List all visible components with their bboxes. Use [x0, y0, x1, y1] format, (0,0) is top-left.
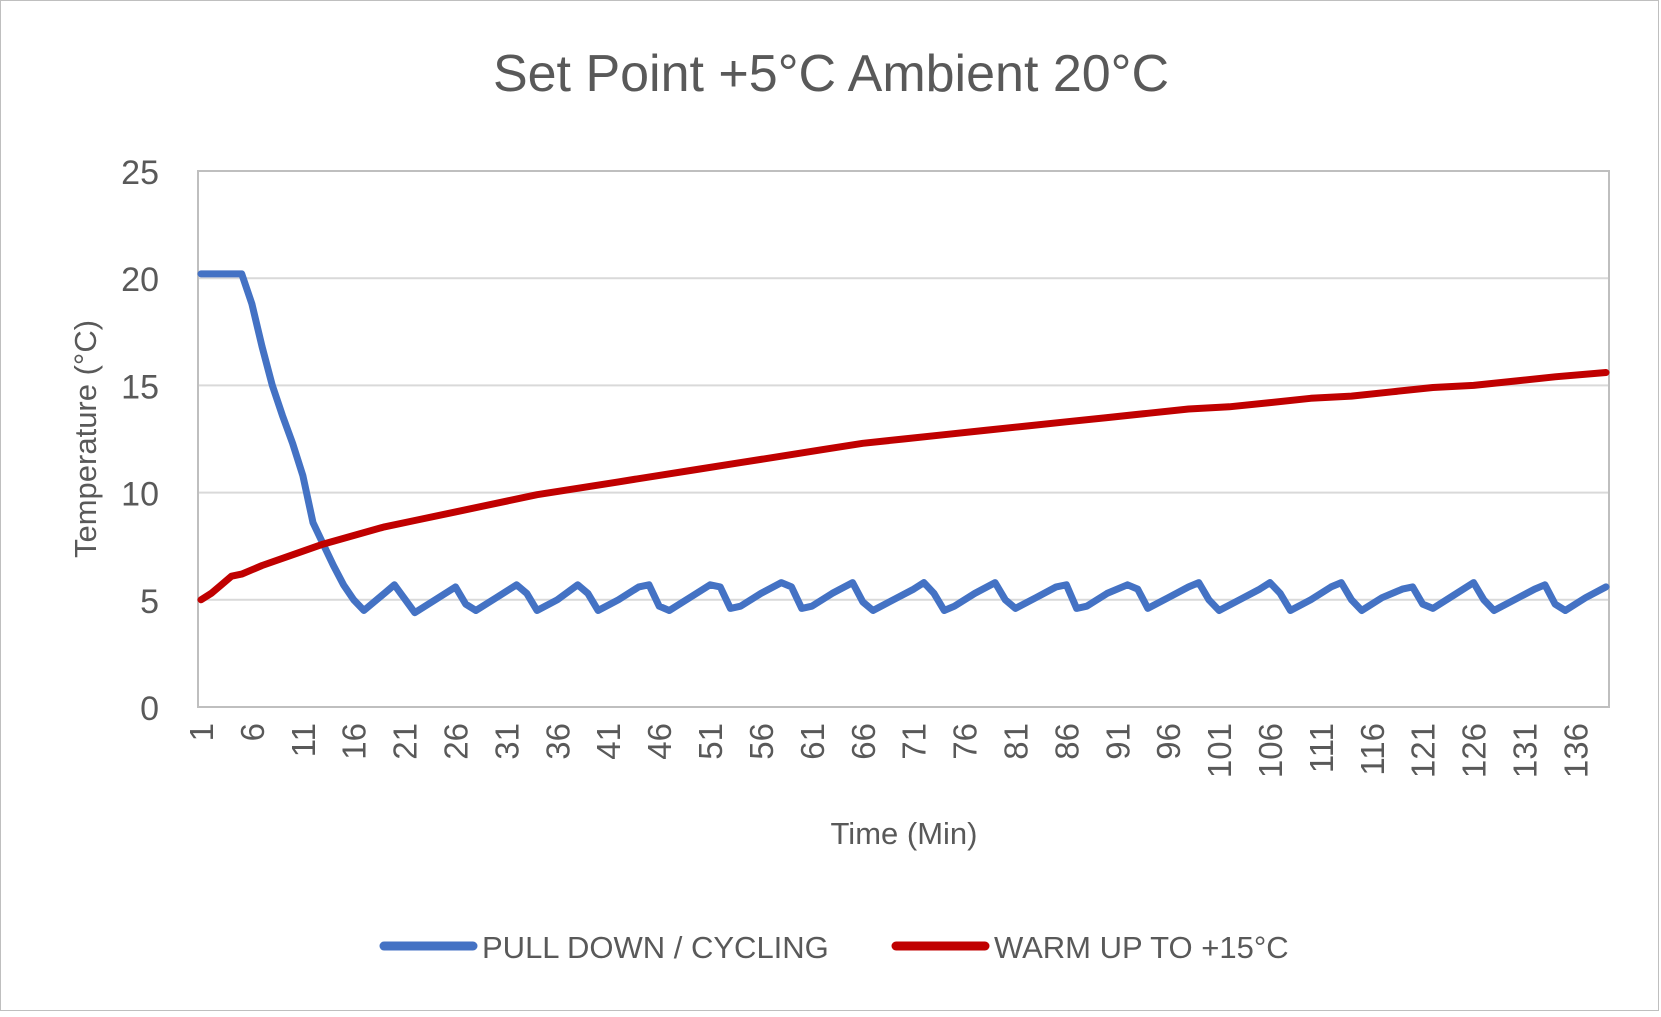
x-tick-label: 136 — [1557, 723, 1594, 778]
x-tick-label: 46 — [641, 723, 678, 760]
x-tick-label: 16 — [336, 723, 373, 760]
x-tick-label: 111 — [1303, 723, 1340, 773]
y-tick-label: 15 — [121, 368, 159, 406]
x-tick-label: 21 — [387, 723, 424, 760]
x-tick-label: 61 — [794, 723, 831, 760]
chart-title: Set Point +5°C Ambient 20°C — [493, 45, 1169, 103]
y-tick-label: 20 — [121, 261, 159, 299]
x-tick-label: 101 — [1201, 723, 1238, 778]
plot-area-border — [197, 170, 1610, 708]
x-tick-label: 51 — [692, 723, 729, 760]
legend-label-warm-up: WARM UP TO +15°C — [994, 930, 1289, 965]
x-tick-label: 6 — [234, 723, 271, 741]
x-tick-label: 106 — [1252, 723, 1289, 778]
x-tick-label: 31 — [488, 723, 525, 760]
gridlines — [198, 170, 1609, 601]
series-lines — [197, 270, 1610, 617]
x-tick-label: 91 — [1099, 723, 1136, 760]
x-tick-label: 41 — [590, 723, 627, 760]
y-tick-label: 25 — [121, 154, 159, 192]
x-tick-label: 121 — [1405, 723, 1442, 778]
x-tick-label: 66 — [845, 723, 882, 760]
x-tick-label: 126 — [1456, 723, 1493, 778]
x-tick-label: 76 — [947, 723, 984, 760]
y-axis-ticks: 0 5 10 15 20 25 — [121, 154, 159, 728]
x-tick-label: 36 — [539, 723, 576, 760]
x-tick-label: 11 — [285, 723, 322, 757]
x-tick-label: 71 — [896, 723, 933, 760]
legend: PULL DOWN / CYCLING WARM UP TO +15°C — [379, 930, 1289, 965]
legend-label-pull-down: PULL DOWN / CYCLING — [482, 930, 829, 965]
x-tick-label: 26 — [438, 723, 475, 760]
x-axis-label: Time (Min) — [831, 816, 978, 851]
x-tick-label: 116 — [1354, 723, 1391, 776]
x-tick-label: 96 — [1150, 723, 1187, 760]
x-tick-label: 56 — [743, 723, 780, 760]
y-axis-label: Temperature (°C) — [68, 320, 103, 558]
x-tick-label: 1 — [183, 723, 220, 741]
series-line-1 — [197, 369, 1610, 604]
series-line-0 — [197, 270, 1610, 617]
x-tick-label: 81 — [997, 723, 1034, 760]
y-tick-label: 5 — [140, 583, 159, 621]
x-tick-label: 131 — [1507, 723, 1544, 778]
x-tick-label: 86 — [1048, 723, 1085, 760]
y-tick-label: 10 — [121, 476, 159, 514]
x-axis-ticks: 1 6 11 16 21 26 31 36 41 46 51 56 61 66 71 76 81 86 91 96 10… — [183, 723, 1594, 778]
y-tick-label: 0 — [140, 690, 159, 728]
